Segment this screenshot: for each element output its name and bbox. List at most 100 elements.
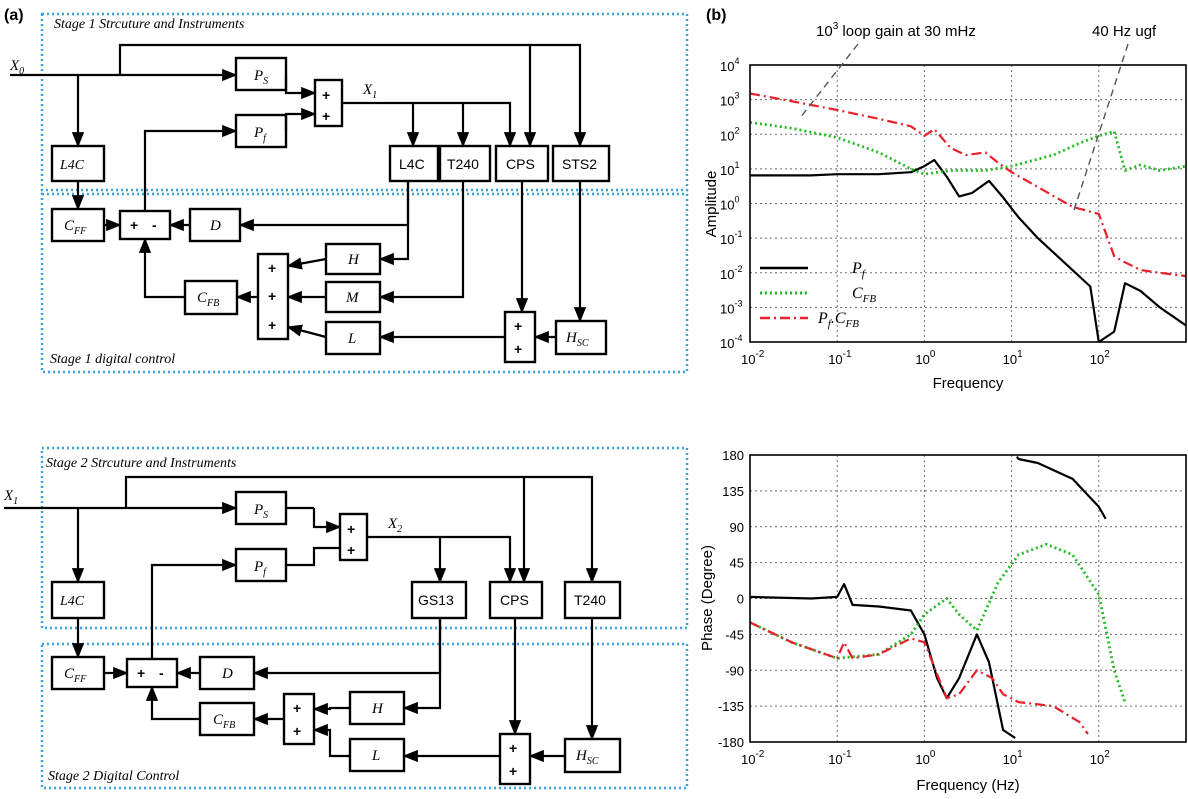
amplitude-grid xyxy=(750,65,1186,342)
legend-label-cfb: CFB xyxy=(852,285,876,305)
stage2-l4c-in-block xyxy=(50,580,106,620)
amp-ytick-label: 10-1 xyxy=(720,229,742,247)
svg-text:GS13: GS13 xyxy=(418,592,454,608)
svg-text:+: + xyxy=(137,665,145,681)
amp-ytick-label: 100 xyxy=(720,195,739,213)
amp-ytick-label: 104 xyxy=(720,56,739,74)
stage1-input-label: X0 xyxy=(9,58,24,77)
stage2-control-title: Stage 2 Digital Control xyxy=(48,769,179,784)
legend-label-pfcfb: Pf.CFB xyxy=(817,310,859,330)
stage2-cff-block xyxy=(50,655,106,691)
phase-ytick-label: 180 xyxy=(722,448,744,463)
stage2-output-label: X2 xyxy=(387,516,402,535)
amplitude-axes xyxy=(749,64,1187,343)
stage1-cps-block xyxy=(494,144,550,183)
phase-xtick-label: 100 xyxy=(915,749,935,767)
svg-text:+: + xyxy=(268,288,276,304)
svg-text:L: L xyxy=(371,748,380,764)
stage1-control-title: Stage 1 digital control xyxy=(50,352,175,367)
stage1-diagram: Stage 1 Strcuture and Instruments Stage … xyxy=(9,12,689,374)
ugf-pointer xyxy=(1073,43,1129,211)
amplitude-series xyxy=(750,92,1186,342)
phase-ytick-label: 0 xyxy=(737,592,744,607)
stage2-wires xyxy=(4,475,599,763)
svg-text:+: + xyxy=(514,341,522,357)
stage1-cfb-block xyxy=(183,279,239,316)
amp-series-2 xyxy=(750,92,1186,278)
amp-ytick-label: 103 xyxy=(720,91,739,109)
amp-series-0 xyxy=(750,158,1186,342)
phase-series-1 xyxy=(750,542,1127,703)
stage2-control-box xyxy=(40,642,689,790)
phase-series-2 xyxy=(750,622,1093,734)
amplitude-ticks: 10-2 10-1 100 101 102 104 103 102 101 100 10-1 10-2… xyxy=(720,56,1110,367)
amp-series-1 xyxy=(750,121,1186,176)
phase-series xyxy=(750,455,1127,739)
svg-text:L4C: L4C xyxy=(59,158,85,173)
svg-text:+: + xyxy=(293,700,301,716)
amp-ytick-label: 10-4 xyxy=(720,333,742,351)
amp-xtick-label: 101 xyxy=(1003,349,1023,367)
phase-ylabel: Phase (Degree) xyxy=(699,545,716,651)
phase-xtick-label: 102 xyxy=(1090,749,1110,767)
stage2-sum-ff-block xyxy=(125,657,179,689)
phase-ytick-label: 90 xyxy=(730,520,744,535)
svg-text:T240: T240 xyxy=(447,156,479,172)
svg-text:L4C: L4C xyxy=(399,156,425,172)
stage2-structure-box xyxy=(40,446,689,630)
loop-gain-annotation: 103 loop gain at 30 mHz xyxy=(816,21,976,40)
svg-text:H: H xyxy=(371,701,384,717)
stage1-title: Stage 1 Strcuture and Instruments xyxy=(54,17,245,32)
stage2-sum-fb-block xyxy=(282,692,316,746)
svg-text:-: - xyxy=(159,665,164,681)
svg-text:D: D xyxy=(209,218,221,234)
phase-axes xyxy=(749,454,1187,743)
phase-xlabel: Frequency (Hz) xyxy=(916,777,1019,794)
panel-label-b: (b) xyxy=(706,7,726,24)
amplitude-plot: 10-2 10-1 100 101 102 104 103 102 101 100 10-1 10-2… xyxy=(703,21,1187,392)
stage1-l4c-block xyxy=(388,144,440,183)
svg-text:+: + xyxy=(509,740,517,756)
phase-xtick-label: 101 xyxy=(1003,749,1023,767)
phase-ticks: 10-2 10-1 100 101 102 180 135 90 45 0 -45 -90 -135 -1… xyxy=(718,448,1110,767)
svg-text:D: D xyxy=(221,666,233,682)
svg-text:CPS: CPS xyxy=(506,156,535,172)
svg-text:CFB: CFB xyxy=(197,290,219,309)
svg-text:PS: PS xyxy=(253,68,268,87)
svg-text:CFF: CFF xyxy=(64,218,87,237)
amp-xtick-label: 10-2 xyxy=(741,349,765,367)
phase-ytick-label: 135 xyxy=(722,484,744,499)
amp-ytick-label: 10-2 xyxy=(720,264,742,282)
stage2-cfb-block xyxy=(198,701,256,737)
phase-ytick-label: -135 xyxy=(718,699,744,714)
loop-gain-pointer xyxy=(799,43,859,119)
svg-text:L: L xyxy=(347,331,356,347)
amp-xtick-label: 102 xyxy=(1090,349,1110,367)
svg-text:+: + xyxy=(514,318,522,334)
svg-text:Pf: Pf xyxy=(253,559,267,578)
phase-xtick-label: 10-1 xyxy=(828,749,852,767)
svg-text:H: H xyxy=(347,252,360,268)
stage1-control-box xyxy=(40,192,689,374)
phase-series-0 xyxy=(750,455,1107,739)
svg-text:L4C: L4C xyxy=(59,594,85,609)
phase-ytick-label: -45 xyxy=(725,627,744,642)
svg-text:HSC: HSC xyxy=(565,330,589,349)
stage1-sum-ff-block xyxy=(118,209,172,241)
svg-text:+: + xyxy=(293,723,301,739)
amplitude-xlabel: Frequency xyxy=(933,375,1004,392)
stage2-title: Stage 2 Strcuture and Instruments xyxy=(46,456,237,471)
phase-ytick-label: 45 xyxy=(730,556,744,571)
stage1-output-label: X1 xyxy=(362,82,377,101)
svg-text:+: + xyxy=(509,763,517,779)
amplitude-ylabel: Amplitude xyxy=(703,171,720,238)
svg-text:T240: T240 xyxy=(574,592,606,608)
svg-text:Pf: Pf xyxy=(253,125,267,144)
amp-ytick-label: 10-3 xyxy=(720,298,742,316)
phase-ytick-label: -180 xyxy=(718,735,744,750)
svg-text:+: + xyxy=(347,542,355,558)
svg-text:-: - xyxy=(152,217,157,233)
svg-text:M: M xyxy=(345,290,360,306)
svg-text:PS: PS xyxy=(253,502,268,521)
